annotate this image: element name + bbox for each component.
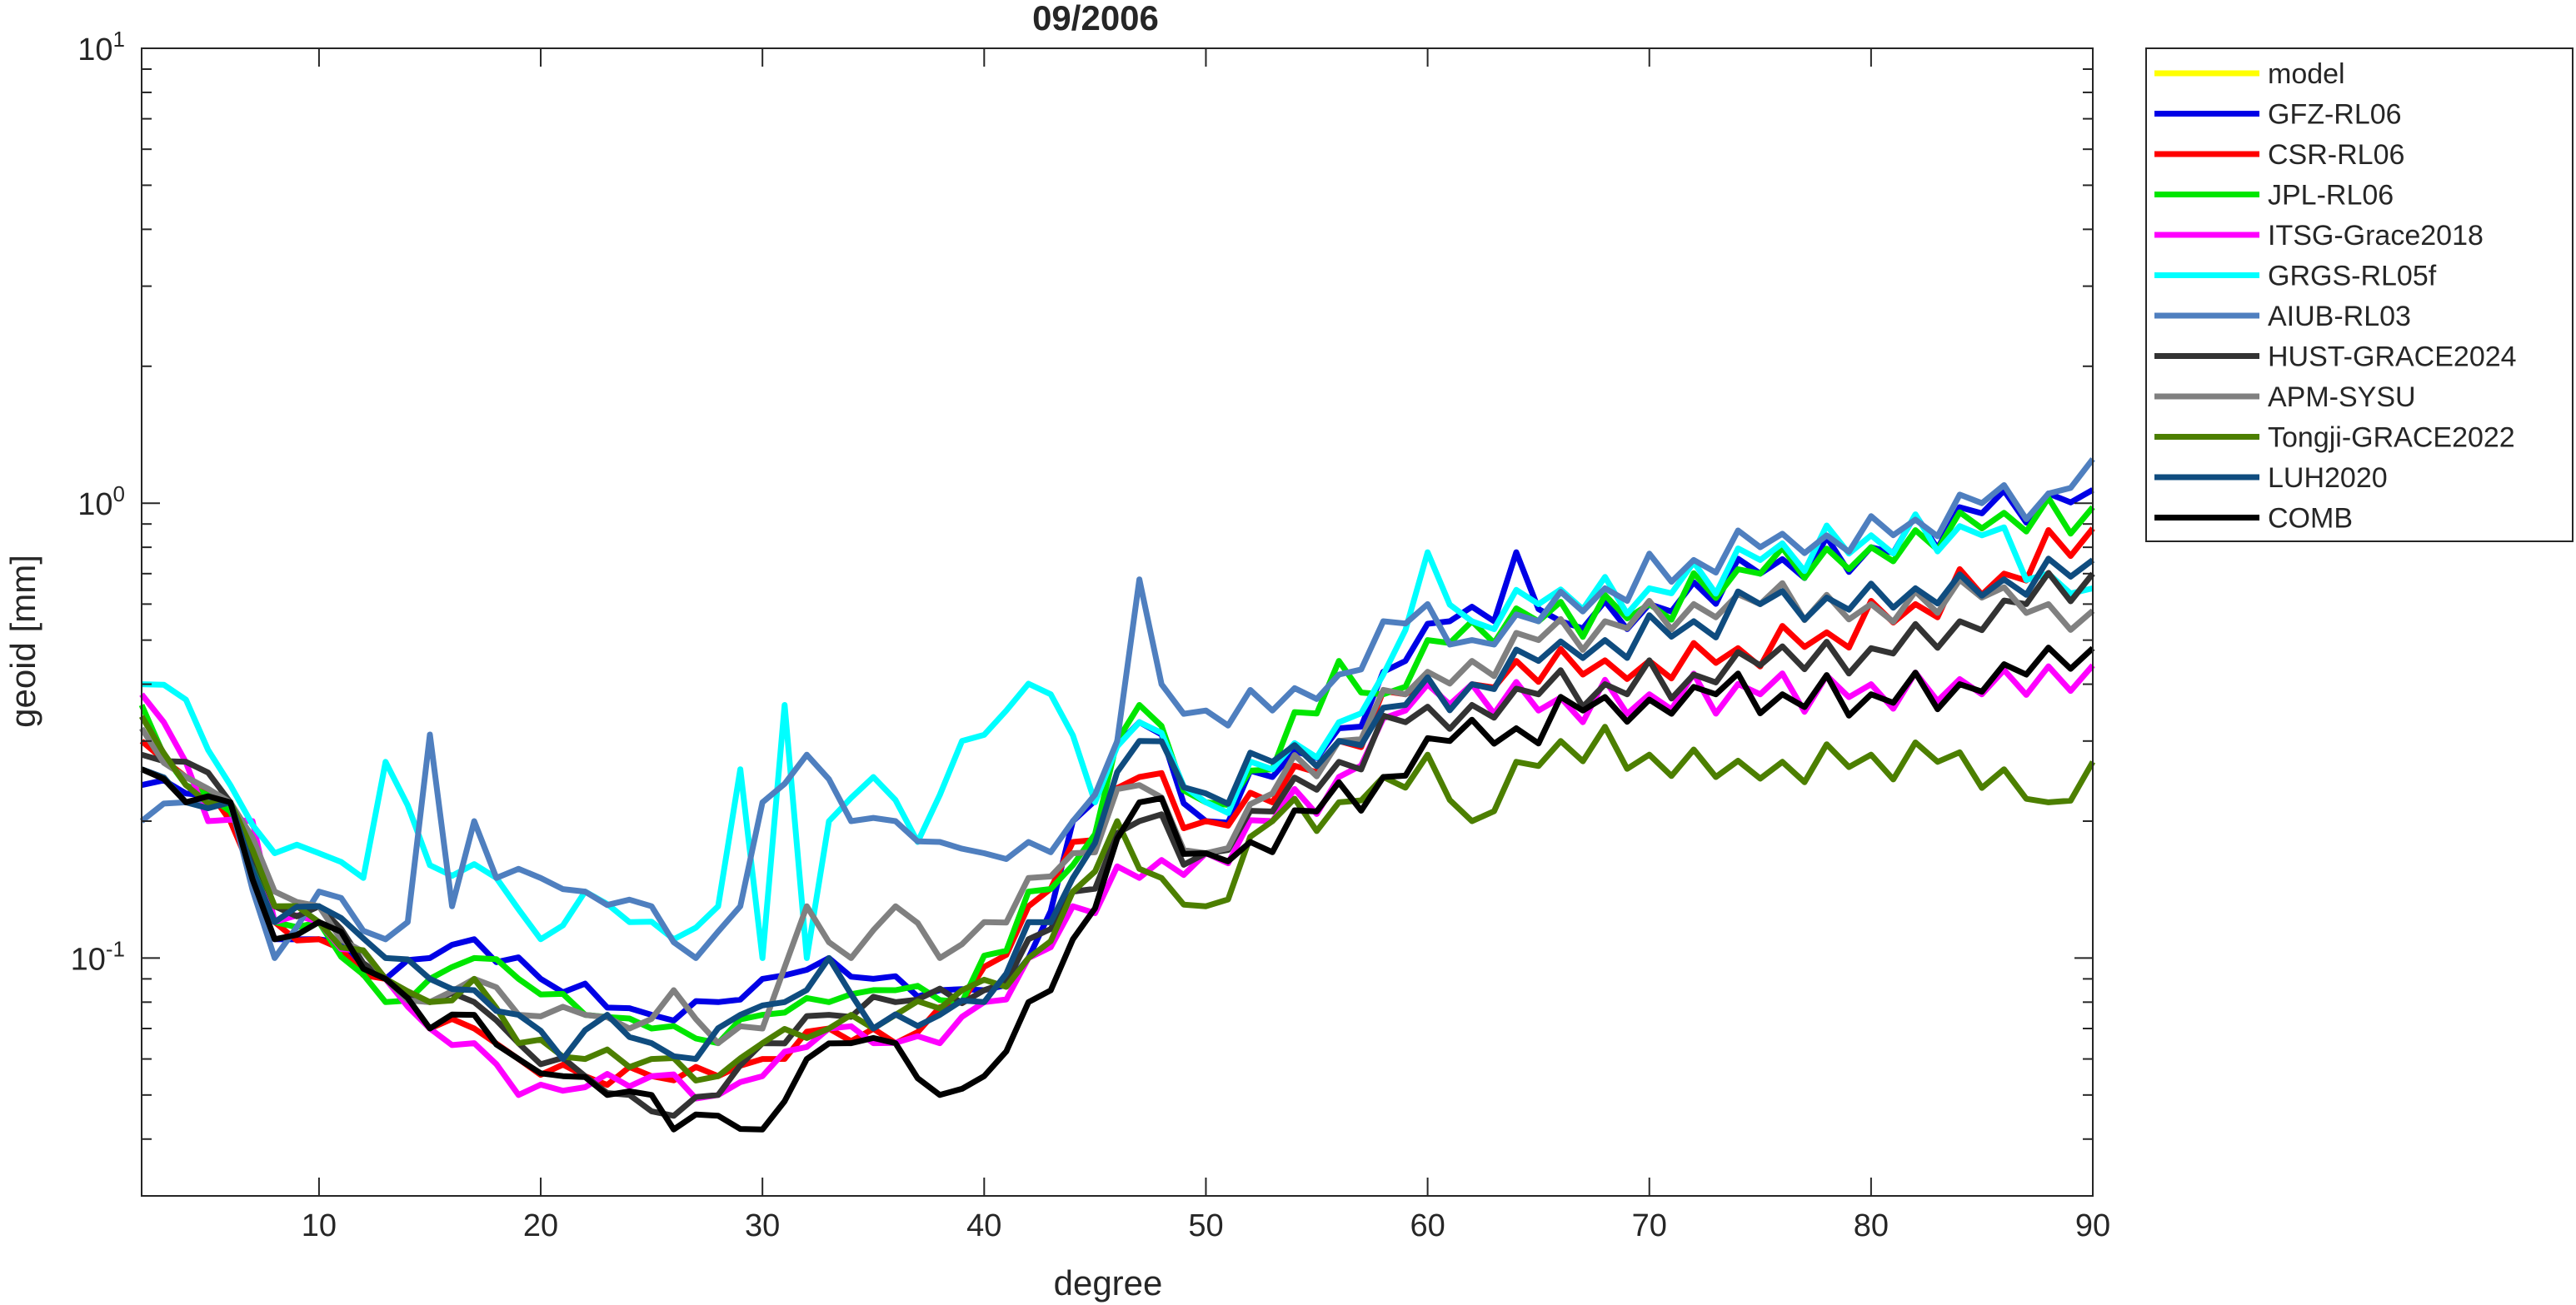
y-tick-exponent: 0 (113, 481, 125, 506)
y-tick-base: 10 (71, 942, 106, 977)
x-axis-label: degree (1054, 1263, 1163, 1303)
series-line-COMB (140, 645, 2095, 1133)
series-line-AIUB-RL03 (139, 457, 2095, 961)
plot-lines (138, 457, 2096, 1133)
y-tick-exponent: 1 (113, 27, 125, 52)
y-tick-exponent: -1 (106, 936, 125, 961)
legend-label-ITSG-Grace2018: ITSG-Grace2018 (2268, 220, 2484, 252)
y-tick-label: 100 (77, 481, 125, 522)
x-tick-label: 10 (302, 1208, 337, 1243)
legend-label-CSR-RL06: CSR-RL06 (2268, 139, 2404, 171)
legend-label-AIUB-RL03: AIUB-RL03 (2268, 301, 2411, 332)
plot-frame (141, 47, 2094, 1197)
x-tick-label: 40 (966, 1208, 1001, 1243)
axis-ticks (142, 47, 2094, 1197)
y-axis-label: geoid [mm] (3, 555, 42, 728)
x-tick-label: 30 (745, 1208, 780, 1243)
y-tick-base: 10 (77, 487, 112, 522)
legend-label-LUH2020: LUH2020 (2268, 462, 2388, 494)
legend-label-GFZ-RL06: GFZ-RL06 (2268, 99, 2402, 131)
x-tick-label: 20 (523, 1208, 558, 1243)
y-tick-label: 101 (77, 27, 125, 67)
legend-box (2145, 47, 2574, 542)
x-tick-label: 50 (1188, 1208, 1223, 1243)
legend: model GFZ-RL06 CSR-RL06 JPL-RL06 ITSG-Grace2… (2145, 47, 2574, 542)
x-tick-label: 70 (1632, 1208, 1667, 1243)
series-line-LUH2020 (140, 555, 2095, 1063)
series-line-Tongji-GRACE2022 (138, 715, 2096, 1083)
legend-label-JPL-RL06: JPL-RL06 (2268, 180, 2394, 212)
x-tick-label: 60 (1410, 1208, 1445, 1243)
legend-label-APM-SYSU: APM-SYSU (2268, 381, 2416, 413)
legend-label-HUST-GRACE2024: HUST-GRACE2024 (2268, 341, 2517, 373)
legend-label-model: model (2268, 58, 2345, 90)
series-line-ITSG-Grace2018 (139, 663, 2095, 1102)
legend-items: model GFZ-RL06 CSR-RL06 JPL-RL06 ITSG-Grace2… (2154, 58, 2517, 535)
legend-label-COMB: COMB (2268, 503, 2353, 535)
legend-label-GRGS-RL05f: GRGS-RL05f (2268, 261, 2437, 292)
y-tick-base: 10 (77, 32, 112, 67)
legend-label-Tongji-GRACE2022: Tongji-GRACE2022 (2268, 422, 2515, 454)
chart-title: 09/2006 (1032, 0, 1159, 37)
y-tick-label: 10-1 (71, 936, 125, 977)
x-tick-label: 90 (2075, 1208, 2110, 1243)
x-tick-label: 80 (1854, 1208, 1889, 1243)
